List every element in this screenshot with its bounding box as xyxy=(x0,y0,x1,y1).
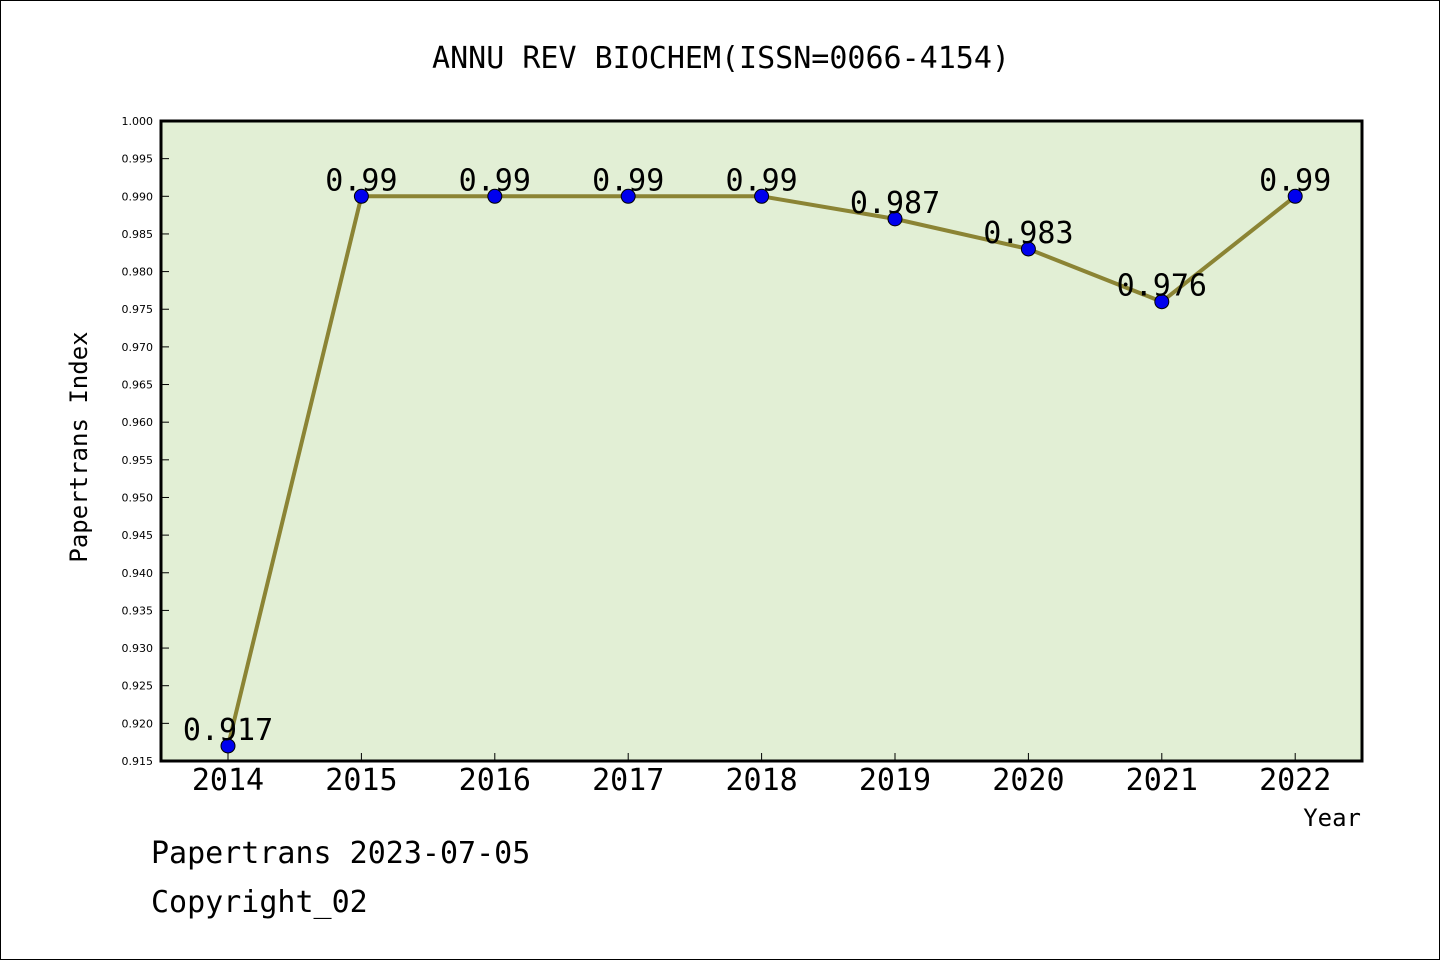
x-axis-label: Year xyxy=(1303,804,1361,832)
y-tick-label: 0.950 xyxy=(122,491,154,504)
plot-area xyxy=(161,121,1362,761)
y-axis-label: Papertrans Index xyxy=(65,331,93,562)
chart-title: ANNU REV BIOCHEM(ISSN=0066-4154) xyxy=(432,41,1010,76)
y-tick-label: 0.975 xyxy=(122,303,154,316)
plot-border xyxy=(159,119,1364,763)
data-label: 0.987 xyxy=(850,186,940,221)
y-tick-label: 0.980 xyxy=(122,266,154,279)
x-tick-label: 2017 xyxy=(592,763,664,798)
data-label: 0.976 xyxy=(1117,269,1207,304)
data-label: 0.983 xyxy=(983,216,1073,251)
y-tick-label: 0.960 xyxy=(122,416,154,429)
data-point xyxy=(620,188,636,204)
y-tick-label: 0.990 xyxy=(122,190,154,203)
y-axis-ticks: 0.915 0.920 0.925 0.930 0.935 0.940 0.945 0.950… xyxy=(122,115,169,768)
data-point xyxy=(487,188,503,204)
y-tick-label: 0.915 xyxy=(122,755,154,768)
y-tick-label: 0.945 xyxy=(122,529,154,542)
x-tick-label: 2020 xyxy=(992,763,1064,798)
y-tick-label: 0.935 xyxy=(122,604,154,617)
footer-date-line: Papertrans 2023-07-05 xyxy=(151,836,531,871)
data-label: 0.99 xyxy=(725,163,797,198)
x-tick-label: 2021 xyxy=(1126,763,1198,798)
x-tick-label: 2019 xyxy=(859,763,931,798)
data-point xyxy=(1154,294,1170,310)
x-tick-label: 2022 xyxy=(1259,763,1331,798)
data-labels: 0.917 0.99 0.99 0.99 0.99 0.987 0.983 0.976 0.99 xyxy=(183,163,1331,748)
data-markers xyxy=(220,188,1303,754)
data-label: 0.99 xyxy=(459,163,531,198)
x-tick-label: 2016 xyxy=(459,763,531,798)
y-tick-label: 0.925 xyxy=(122,680,154,693)
y-tick-label: 0.970 xyxy=(122,341,154,354)
x-tick-label: 2018 xyxy=(725,763,797,798)
data-point xyxy=(887,211,903,227)
data-point xyxy=(220,738,236,754)
data-label: 0.99 xyxy=(592,163,664,198)
y-tick-label: 1.000 xyxy=(122,115,154,128)
x-tick-label: 2014 xyxy=(192,763,264,798)
y-tick-label: 0.955 xyxy=(122,454,154,467)
data-point xyxy=(353,188,369,204)
data-point xyxy=(1020,241,1036,257)
data-point xyxy=(1287,188,1303,204)
y-tick-label: 0.995 xyxy=(122,153,154,166)
footer-copyright: Copyright_02 xyxy=(151,885,368,920)
y-tick-label: 0.920 xyxy=(122,717,154,730)
data-label: 0.99 xyxy=(1259,163,1331,198)
data-label: 0.917 xyxy=(183,713,273,748)
data-point xyxy=(754,188,770,204)
y-tick-label: 0.930 xyxy=(122,642,154,655)
y-tick-label: 0.985 xyxy=(122,228,154,241)
x-axis-ticks: 2014 2015 2016 2017 2018 2019 2020 2021 2022 xyxy=(192,753,1331,798)
data-label: 0.99 xyxy=(325,163,397,198)
x-tick-label: 2015 xyxy=(325,763,397,798)
y-tick-label: 0.940 xyxy=(122,567,154,580)
y-tick-label: 0.965 xyxy=(122,379,154,392)
